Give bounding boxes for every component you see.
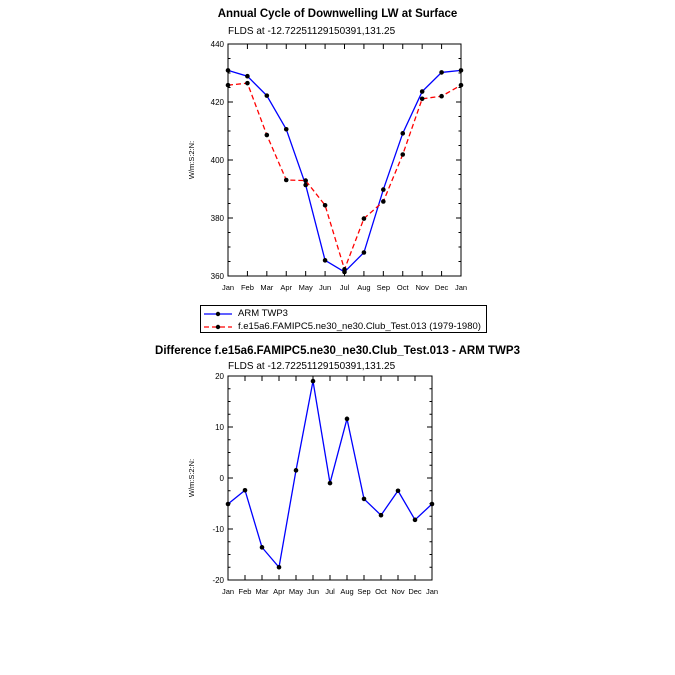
chart1-series-1-point (458, 82, 464, 88)
chart1-xtick-label: Aug (357, 283, 370, 292)
chart1-series-1-point (419, 96, 425, 102)
chart1-series-1-point (400, 152, 406, 157)
chart1-ylabel: W/m:S:2:N: (187, 141, 196, 179)
chart1-series-1-point (322, 202, 328, 208)
legend-swatch-model (204, 324, 232, 329)
chart1-title: Annual Cycle of Downwelling LW at Surfac… (217, 8, 458, 20)
chart1-series-0-point (419, 89, 425, 94)
chart1-frame (227, 43, 462, 277)
chart2-subtitle: FLDS at -12.72251129150391,131.25 (228, 361, 396, 372)
chart1-xtick-label: Jul (340, 283, 350, 292)
chart1-xtick-label: May (299, 283, 313, 292)
chart1-ytick-label: 380 (211, 214, 225, 223)
chart1-xtick-label: Nov (415, 283, 429, 292)
chart2-title: Difference f.e15a6.FAMIPC5.ne30_ne30.Clu… (155, 345, 520, 357)
chart1-ytick-label: 360 (211, 272, 225, 281)
chart1-series-1-point (439, 93, 444, 99)
chart1-series-0-point (283, 126, 289, 132)
chart1-ytick-label: 420 (211, 98, 225, 107)
chart1-series-1-line (227, 82, 462, 272)
chart1-series-0-point (322, 258, 328, 263)
chart1-series-1-point (264, 132, 270, 138)
chart1-series-0-point (381, 187, 386, 192)
chart1-xtick-label: Feb (241, 283, 254, 292)
chart1-series-1-point (245, 80, 250, 86)
chart1-series-0-point (400, 131, 406, 136)
chart1-series-0-point (225, 68, 231, 73)
chart1-xtick-label: Mar (260, 283, 273, 292)
chart1-series-1-point (342, 267, 347, 272)
chart1-subtitle: FLDS at -12.72251129150391,131.25 (228, 26, 396, 37)
chart1-legend: ARM TWP3 f.e15a6.FAMIPC5.ne30_ne30.Club_… (200, 305, 487, 333)
chart1-ytick-label: 440 (211, 40, 225, 49)
chart1-series-0-point (439, 70, 444, 75)
legend-label-arm: ARM TWP3 (238, 308, 288, 319)
legend-swatch-arm (204, 311, 232, 316)
chart1-series-0-point (264, 93, 270, 98)
chart1-series-0-point (361, 250, 367, 255)
chart1-xtick-label: Jan (455, 283, 467, 292)
chart1-series-0-point (303, 182, 308, 188)
chart1-xtick-label: Jan (222, 283, 234, 292)
chart1-series-0-point (458, 68, 464, 73)
legend-entry-arm: ARM TWP3 (201, 307, 288, 320)
legend-entry-model: f.e15a6.FAMIPC5.ne30_ne30.Club_Test.013 … (201, 320, 481, 333)
chart1-xtick-label: Apr (280, 283, 292, 292)
chart1-series-1-point (361, 216, 367, 221)
chart1-series-1-point (283, 177, 289, 183)
chart1-xtick-label: Oct (397, 283, 410, 292)
chart1-series-1-point (225, 82, 231, 88)
chart1-xtick-label: Dec (435, 283, 449, 292)
chart1-series-1-point (303, 178, 308, 183)
chart1-series-0-line (227, 69, 462, 273)
legend-label-model: f.e15a6.FAMIPC5.ne30_ne30.Club_Test.013 … (238, 321, 481, 332)
chart1-series-1-point (381, 199, 386, 204)
chart1-series-0-point (245, 73, 250, 79)
chart1-xtick-label: Sep (377, 283, 390, 292)
chart1-ytick-label: 400 (211, 156, 225, 165)
chart1-xtick-label: Jun (319, 283, 331, 292)
